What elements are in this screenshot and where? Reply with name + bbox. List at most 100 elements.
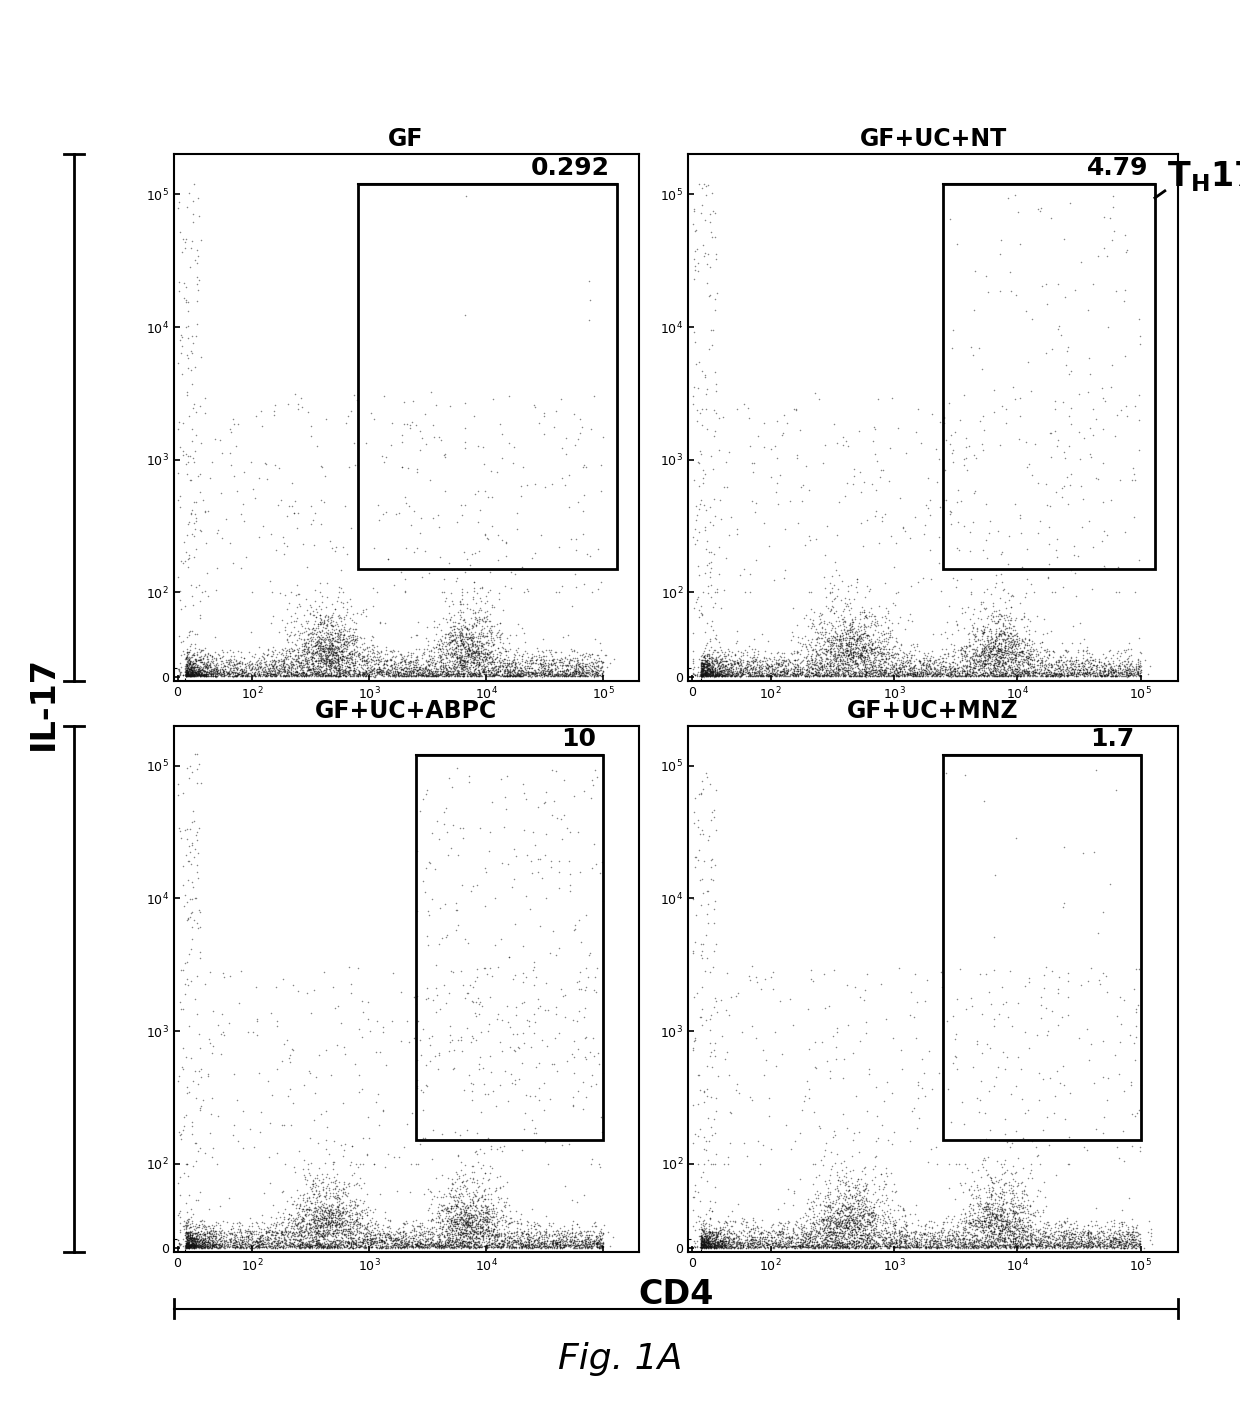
Point: [187, 643, 207, 665]
Point: [472, 660, 492, 682]
Point: [436, 1199, 456, 1221]
Point: [456, 1219, 476, 1241]
Point: [709, 636, 729, 658]
Point: [842, 657, 862, 680]
Point: [1118, 1236, 1138, 1258]
Point: [317, 657, 337, 680]
Point: [396, 1221, 415, 1244]
Point: [688, 555, 708, 577]
Point: [868, 1231, 888, 1254]
Point: [836, 1234, 856, 1257]
Point: [185, 1237, 205, 1259]
Point: [692, 657, 712, 680]
Point: [498, 1213, 518, 1236]
Point: [587, 1224, 606, 1247]
Point: [366, 665, 386, 688]
Point: [1011, 504, 1030, 526]
Point: [882, 1179, 901, 1202]
Point: [418, 633, 438, 656]
Point: [994, 640, 1014, 663]
Point: [851, 1203, 870, 1226]
Point: [295, 1236, 315, 1258]
Point: [1030, 1234, 1050, 1257]
Point: [479, 664, 498, 687]
Point: [326, 1216, 346, 1238]
Point: [1019, 1216, 1039, 1238]
Point: [1106, 663, 1126, 685]
Point: [310, 1233, 330, 1255]
Point: [822, 595, 842, 618]
Point: [858, 644, 878, 667]
Point: [1017, 1206, 1037, 1228]
Point: [694, 1233, 714, 1255]
Point: [774, 661, 794, 684]
Point: [536, 1221, 556, 1244]
Point: [174, 664, 193, 687]
Point: [703, 664, 723, 687]
Point: [990, 1221, 1009, 1244]
Point: [1002, 640, 1022, 663]
Point: [327, 1236, 347, 1258]
Point: [273, 1236, 293, 1258]
Point: [947, 569, 967, 591]
Point: [274, 1153, 294, 1175]
Point: [326, 1226, 346, 1248]
Point: [386, 1230, 405, 1252]
Point: [904, 1231, 924, 1254]
Point: [691, 1237, 711, 1259]
Point: [329, 649, 348, 671]
Point: [480, 1210, 500, 1233]
Point: [818, 661, 838, 684]
Point: [460, 633, 480, 656]
Point: [773, 654, 792, 677]
Point: [331, 658, 351, 681]
Point: [188, 664, 208, 687]
Point: [512, 993, 532, 1015]
Point: [435, 1234, 455, 1257]
Point: [415, 650, 435, 673]
Point: [176, 1192, 196, 1214]
Point: [758, 657, 777, 680]
Point: [413, 661, 433, 684]
Point: [448, 618, 467, 640]
Point: [696, 1213, 715, 1236]
Point: [590, 639, 610, 661]
Point: [358, 1196, 378, 1219]
Point: [477, 1220, 497, 1243]
Point: [498, 653, 518, 675]
Point: [985, 1217, 1004, 1240]
Point: [465, 608, 485, 630]
Point: [787, 654, 807, 677]
Point: [963, 616, 983, 639]
Point: [491, 653, 511, 675]
Point: [1079, 1226, 1099, 1248]
Point: [698, 1231, 718, 1254]
Point: [202, 663, 222, 685]
Point: [801, 1214, 821, 1237]
Point: [379, 1227, 399, 1250]
Point: [696, 1236, 715, 1258]
Point: [986, 646, 1006, 668]
Point: [556, 1224, 575, 1247]
Point: [312, 1205, 332, 1227]
Point: [962, 1209, 982, 1231]
Point: [1076, 663, 1096, 685]
Point: [1116, 1234, 1136, 1257]
Point: [999, 1212, 1019, 1234]
Point: [708, 653, 728, 675]
Point: [692, 664, 712, 687]
Point: [342, 1237, 362, 1259]
Point: [350, 636, 370, 658]
Point: [308, 1231, 327, 1254]
Point: [817, 612, 837, 635]
Point: [946, 1221, 966, 1244]
Point: [361, 1228, 381, 1251]
Point: [449, 658, 469, 681]
Point: [697, 643, 717, 665]
Point: [435, 1231, 455, 1254]
Point: [787, 1230, 807, 1252]
Point: [1126, 1237, 1146, 1259]
Point: [469, 1217, 489, 1240]
Point: [916, 1233, 936, 1255]
Point: [311, 635, 331, 657]
